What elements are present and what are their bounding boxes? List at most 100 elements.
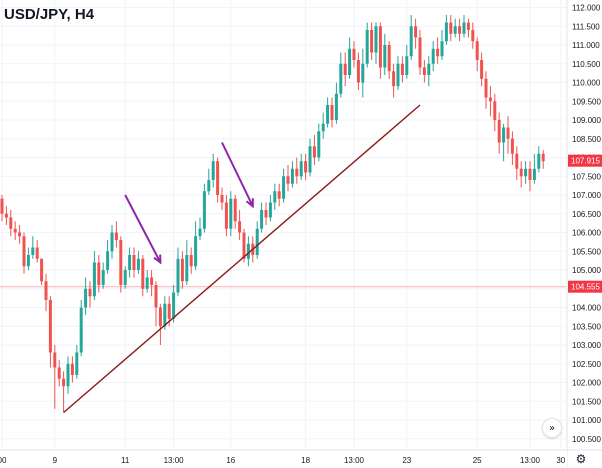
candle-down [497,120,501,143]
candle-up [524,168,528,177]
candle-up [405,56,409,75]
candle-down [264,210,268,218]
x-tick-label: 18 [301,456,310,465]
candle-down [62,378,66,387]
candle-up [202,191,206,229]
marked-price-badge [568,280,602,293]
candle-down [13,228,17,233]
candle-down [515,153,519,169]
candle-up [308,146,312,173]
candle-up [172,292,176,319]
x-tick-label: 9 [53,456,58,465]
candle-down [180,258,184,282]
y-tick-label: 107.000 [572,191,601,200]
candle-up [211,161,215,180]
candle-down [88,288,92,297]
y-tick-label: 107.500 [572,172,601,181]
candle-up [282,176,286,199]
candle-up [79,307,83,353]
candle-down [506,127,510,139]
candle-up [273,191,277,203]
candle-down [370,30,374,53]
candle-up [334,93,338,120]
time-axis [0,450,567,468]
arrow-head-icon [245,198,254,209]
candle-down [242,232,246,259]
candle-up [462,22,466,34]
candle-down [277,191,281,199]
candle-up [145,277,149,289]
candle-down [53,352,57,368]
candle-up [229,198,233,229]
candle-up [374,26,378,53]
y-tick-label: 110.500 [572,60,601,69]
candle-down [400,63,404,75]
candle-up [255,228,259,255]
y-tick-label: 101.000 [572,416,601,425]
candle-up [75,352,79,375]
candle-up [128,255,132,270]
x-tick-label: 23 [402,456,411,465]
y-tick-label: 108.500 [572,135,601,144]
candle-down [216,161,220,195]
candle-down [286,176,290,184]
y-tick-label: 105.500 [572,247,601,256]
candle-up [383,45,387,68]
candle-down [220,195,224,203]
x-tick-label: 13:00 [520,456,541,465]
candle-up [101,270,105,285]
candle-down [158,307,162,327]
candle-down [488,97,492,102]
gear-icon[interactable]: ⚙ [575,452,587,466]
candle-down [330,105,334,120]
candle-up [136,258,140,270]
y-tick-label: 103.000 [572,341,601,350]
candle-down [57,367,61,379]
candle-down [35,247,39,259]
y-tick-label: 112.000 [572,4,601,13]
candle-up [92,262,96,297]
candle-down [378,26,382,68]
candle-down [233,198,237,222]
y-tick-label: 103.500 [572,322,601,331]
candle-down [40,258,44,282]
trend-line [63,104,421,414]
scroll-to-realtime-button[interactable]: » [542,418,562,438]
candle-down [114,232,118,240]
candle-down [392,71,396,87]
candle-up [502,127,506,143]
candle-up [123,270,127,285]
candle-down [458,26,462,34]
candle-up [110,232,114,252]
y-tick-label: 106.000 [572,229,601,238]
candle-up [198,228,202,237]
candle-down [484,78,488,98]
candle-up [440,41,444,57]
candle-up [431,48,435,64]
candle-down [480,60,484,79]
candle-down [167,303,171,319]
candle-up [26,255,30,267]
candle-up [207,180,211,192]
candle-up [326,105,330,124]
y-tick-label: 102.500 [572,360,601,369]
x-tick-label: 11 [121,456,130,465]
candle-up [427,63,431,75]
candle-down [0,198,4,214]
candle-up [321,123,325,132]
candle-down [189,255,193,267]
candle-up [532,168,536,180]
candle-down [312,146,316,158]
current-price-badge [568,154,602,167]
candle-up [361,63,365,83]
candle-down [436,48,440,57]
y-tick-label: 100.500 [572,435,601,444]
y-tick-label: 111.000 [572,41,600,50]
candle-down [97,262,101,285]
candle-down [475,41,479,60]
candles-layer [0,15,545,413]
candle-up [365,30,369,64]
y-tick-label: 109.500 [572,97,601,106]
candle-up [339,63,343,94]
